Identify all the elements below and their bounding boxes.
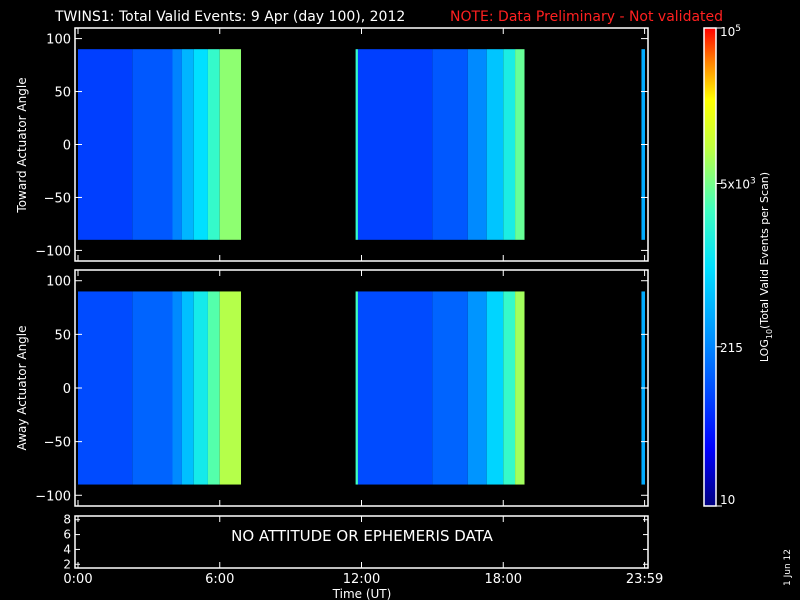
heatmap-band (172, 49, 182, 240)
colorbar-frame (703, 27, 717, 507)
preliminary-note: NOTE: Data Preliminary - Not validated (450, 9, 723, 25)
y-tick-label: 0 (63, 139, 71, 154)
heatmap-band (78, 291, 133, 485)
heatmap-band (432, 291, 468, 485)
x-axis-label: Time (UT) (332, 587, 392, 600)
colorbar-label: LOG10(Total Valid Events per Scan) (758, 172, 774, 362)
away-y-ticks: 100 50 0 −50 −100 (35, 275, 648, 504)
heatmap-band (219, 291, 242, 485)
heatmap-band (515, 291, 525, 485)
y-tick-label: 0 (63, 382, 71, 397)
y-tick-label: 100 (46, 275, 71, 290)
y-tick-label: −50 (44, 191, 71, 206)
x-tick-label: 18:00 (485, 572, 522, 587)
colorbar-ticks: 105 5x103 215 10 (716, 24, 756, 507)
chart-title: TWINS1: Total Valid Events: 9 Apr (day 1… (54, 9, 405, 25)
heatmap-band (357, 291, 433, 485)
y-tick-label: 4 (63, 542, 71, 556)
heatmap-band (172, 291, 182, 485)
heatmap-band (467, 291, 487, 485)
y-tick-label: −100 (35, 489, 71, 504)
heatmap-band (503, 49, 516, 240)
toward-y-ticks: 100 50 0 −50 −100 (35, 33, 648, 259)
away-y-axis-label: Away Actuator Angle (15, 325, 29, 450)
colorbar-label-base: LOG (758, 339, 771, 362)
heatmap-band (78, 49, 133, 240)
heatmap-band (193, 49, 208, 240)
y-tick-label: −50 (44, 436, 71, 451)
heatmap-band (132, 49, 173, 240)
toward-heatmap-data (78, 49, 645, 240)
x-tick-label: 6:00 (205, 572, 234, 587)
toward-heatmap-panel: 100 50 0 −50 −100 Toward Actuator Angle (15, 27, 649, 262)
time-x-ticks: 0:00 6:00 12:00 18:00 23:59 (63, 28, 663, 587)
heatmap-band (357, 49, 433, 240)
date-stamp: 1 Jun 12 (783, 549, 793, 586)
heatmap-band (181, 49, 194, 240)
y-tick-label: 100 (46, 33, 71, 48)
colorbar-tick-label: 5x103 (720, 176, 756, 191)
heatmap-band (503, 291, 516, 485)
x-tick-label: 12:00 (343, 572, 380, 587)
x-tick-label: 0:00 (63, 572, 92, 587)
y-tick-label: 50 (54, 86, 71, 101)
y-tick-label: 50 (54, 328, 71, 343)
heatmap-band (515, 49, 525, 240)
y-tick-label: 6 (63, 528, 71, 542)
heatmap-band (467, 49, 487, 240)
heatmap-band (207, 49, 220, 240)
heatmap-band (219, 49, 242, 240)
colorbar-label-sub: 10 (765, 329, 774, 339)
heatmap-band (432, 49, 468, 240)
heatmap-band (181, 291, 194, 485)
no-data-message: NO ATTITUDE OR EPHEMERIS DATA (231, 527, 494, 545)
colorbar-gradient (704, 28, 716, 506)
colorbar-tick-label: 10 (720, 493, 735, 507)
x-tick-label: 23:59 (626, 572, 663, 587)
heatmap-band (355, 291, 358, 485)
colorbar-label-rest: (Total Valid Events per Scan) (758, 172, 771, 329)
heatmap-band (207, 291, 220, 485)
heatmap-band (486, 291, 504, 485)
away-heatmap-panel: 100 50 0 −50 −100 Away Actuator Angle (15, 269, 649, 507)
y-tick-label: 8 (63, 513, 71, 527)
heatmap-band (132, 291, 173, 485)
heatmap-band (486, 49, 504, 240)
y-tick-label: 2 (63, 557, 71, 571)
heatmap-band (193, 291, 208, 485)
colorbar-tick-label: 105 (720, 24, 741, 39)
colorbar-tick-label: 215 (720, 341, 743, 355)
toward-y-axis-label: Toward Actuator Angle (15, 77, 29, 213)
y-tick-label: −100 (35, 244, 71, 259)
heatmap-band (355, 49, 358, 240)
away-heatmap-data (78, 291, 645, 485)
